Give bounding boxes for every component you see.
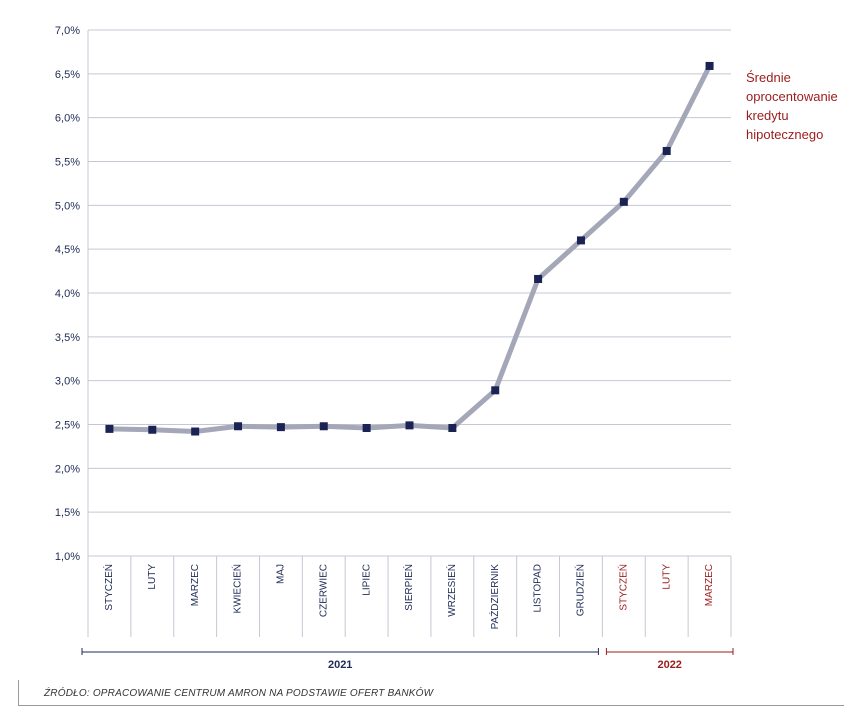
- series-markers: [105, 61, 714, 436]
- x-tick-label: LUTY: [661, 564, 672, 590]
- source-rule-vertical: [18, 680, 19, 706]
- x-tick-label: GRUDZIEŃ: [574, 564, 587, 616]
- legend-label-line: hipotecznego: [746, 127, 823, 142]
- data-point-marker: [276, 423, 285, 432]
- year-groups: 2021 2022: [81, 648, 734, 671]
- y-tick-label: 2,0%: [55, 463, 80, 475]
- y-tick-label: 4,0%: [55, 288, 80, 300]
- x-tick-label: MAJ: [276, 564, 287, 584]
- source-note: ŹRÓDŁO: OPRACOWANIE CENTRUM AMRON NA POD…: [44, 688, 434, 699]
- y-tick-label: 1,5%: [55, 507, 80, 519]
- year-label: 2021: [328, 659, 352, 671]
- y-tick-label: 3,5%: [55, 332, 80, 344]
- data-point-marker: [448, 424, 457, 433]
- data-point-marker: [705, 61, 714, 70]
- axes: [87, 30, 732, 637]
- data-point-marker: [491, 386, 500, 395]
- y-tick-label: 5,0%: [55, 200, 80, 212]
- y-tick-label: 5,5%: [55, 157, 80, 169]
- x-tick-label: STYCZEŃ: [616, 564, 629, 611]
- legend-label-line: oprocentowanie: [746, 89, 838, 104]
- y-tick-label: 3,0%: [55, 376, 80, 388]
- y-tick-label: 4,5%: [55, 244, 80, 256]
- data-point-marker: [362, 424, 371, 433]
- gridlines: [88, 29, 731, 557]
- x-tick-label: CZERWIEC: [318, 564, 329, 617]
- data-point-marker: [534, 274, 543, 283]
- data-point-marker: [105, 424, 114, 433]
- data-point-marker: [319, 422, 328, 431]
- y-tick-label: 2,5%: [55, 420, 80, 432]
- x-tick-label: PAŹDZIERNIK: [488, 564, 501, 630]
- x-tick-label: MARZEC: [190, 564, 201, 606]
- x-tick-label: SIERPIEŃ: [402, 564, 415, 611]
- x-tick-label: KWIECIEŃ: [231, 564, 244, 613]
- data-point-marker: [576, 236, 585, 245]
- data-point-marker: [191, 427, 200, 436]
- data-point-marker: [148, 425, 157, 434]
- data-point-marker: [405, 421, 414, 430]
- x-tick-label: WRZESIEŃ: [445, 564, 458, 617]
- x-tick-label: LISTOPAD: [533, 564, 544, 613]
- x-axis-ticks: STYCZEŃ LUTY MARZEC KWIECIEŃ MAJ CZERWIEC LIPI…: [102, 564, 715, 630]
- x-tick-label: LUTY: [147, 564, 158, 590]
- legend: Średnie oprocentowanie kredytu hipotecznego: [746, 70, 838, 142]
- data-point-marker: [662, 146, 671, 155]
- legend-label-line: kredytu: [746, 108, 789, 123]
- y-tick-label: 7,0%: [55, 25, 80, 37]
- line-chart: 1,0% 1,5% 2,0% 2,5% 3,0% 3,5% 4,0% 4,5% 5,0% 5,5%…: [55, 25, 838, 671]
- source-rule-horizontal: [18, 705, 844, 706]
- legend-label-line: Średnie: [746, 70, 791, 85]
- x-tick-label: STYCZEŃ: [102, 564, 115, 611]
- y-axis-ticks: 1,0% 1,5% 2,0% 2,5% 3,0% 3,5% 4,0% 4,5% 5,0% 5,5%…: [55, 25, 80, 563]
- y-tick-label: 1,0%: [55, 551, 80, 563]
- data-point-marker: [619, 197, 628, 206]
- y-tick-label: 6,5%: [55, 69, 80, 81]
- y-tick-label: 6,0%: [55, 113, 80, 125]
- x-tick-label: LIPIEC: [361, 564, 372, 596]
- data-point-marker: [234, 422, 243, 431]
- x-tick-label: MARZEC: [704, 564, 715, 606]
- year-label: 2022: [657, 659, 681, 671]
